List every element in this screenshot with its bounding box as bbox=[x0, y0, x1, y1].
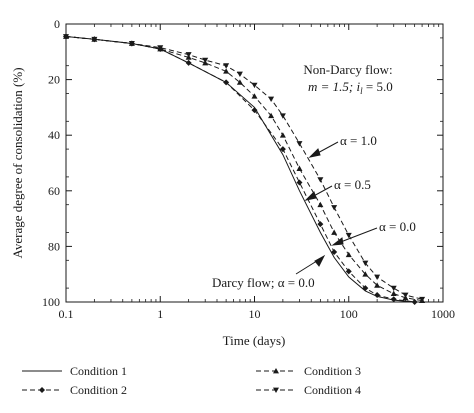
series-4-point bbox=[251, 82, 258, 89]
series-4-point bbox=[128, 41, 135, 47]
series-2-point bbox=[251, 107, 258, 114]
series-4-point bbox=[296, 141, 303, 147]
annotation-alpha-1: α = 1.0 bbox=[340, 133, 377, 148]
annotation-alpha-0: α = 0.0 bbox=[379, 219, 416, 234]
x-tick-label: 1000 bbox=[431, 307, 455, 321]
arrow-head-alpha-0 bbox=[331, 237, 344, 246]
series-2-point bbox=[345, 268, 352, 275]
series-4-point bbox=[223, 63, 230, 69]
series-3-point bbox=[268, 112, 275, 119]
series-4-point bbox=[402, 292, 409, 299]
x-tick-label: 10 bbox=[249, 307, 261, 321]
arrow-head-darcy bbox=[314, 254, 326, 267]
series-4-point bbox=[236, 71, 243, 78]
arrow-head-alpha-1 bbox=[308, 148, 321, 158]
series-4-point bbox=[202, 57, 209, 64]
series-4-point bbox=[185, 52, 192, 58]
x-axis-title: Time (days) bbox=[223, 333, 286, 348]
series-4-point bbox=[345, 232, 352, 239]
series-line-4 bbox=[65, 36, 423, 300]
series-4-point bbox=[63, 34, 69, 40]
x-tick-label: 1 bbox=[157, 307, 163, 321]
series-2-point bbox=[317, 221, 324, 228]
series-3-point bbox=[223, 68, 230, 74]
annotation-il-value: = 5.0 bbox=[363, 79, 393, 94]
series-3-point bbox=[345, 251, 352, 258]
annotation-subscript: l bbox=[360, 86, 363, 96]
series-4-point bbox=[331, 205, 338, 211]
y-axis-title: Average degree of consolidation (%) bbox=[10, 67, 25, 258]
annotation-parameters: m = 1.5; il = 5.0 bbox=[308, 79, 393, 96]
y-tick-label: 60 bbox=[48, 184, 60, 198]
y-tick-label: 40 bbox=[48, 128, 60, 142]
series-4-point bbox=[390, 285, 397, 292]
axis-ticks: 0.1 1 10 100 1000 0 20 40 60 80 100 bbox=[42, 17, 455, 321]
y-tick-label: 100 bbox=[42, 295, 60, 309]
y-tick-label: 80 bbox=[48, 239, 60, 253]
series-3-point bbox=[362, 271, 369, 277]
y-tick-label: 0 bbox=[54, 17, 60, 31]
series-2-point bbox=[411, 299, 418, 305]
series-4-point bbox=[419, 296, 426, 303]
legend-marker-2 bbox=[39, 387, 45, 393]
annotation-alpha-05: α = 0.5 bbox=[334, 177, 371, 192]
series-4-point bbox=[362, 260, 369, 267]
annotation-non-darcy-title: Non-Darcy flow: bbox=[303, 62, 392, 77]
series-2-point bbox=[331, 248, 338, 255]
series-4-point bbox=[157, 45, 164, 51]
legend-marker-3 bbox=[273, 368, 279, 374]
legend-label-2: Condition 2 bbox=[70, 383, 127, 397]
series-line-3 bbox=[65, 36, 423, 302]
y-tick-label: 20 bbox=[48, 73, 60, 87]
series-2-point bbox=[362, 285, 369, 292]
legend: Condition 1 Condition 2 Condition 3 Conditi… bbox=[22, 364, 361, 397]
x-tick-label: 0.1 bbox=[59, 307, 74, 321]
legend-label-1: Condition 1 bbox=[70, 364, 127, 378]
series-4-point bbox=[279, 113, 286, 119]
series-3-point bbox=[251, 93, 258, 99]
legend-marker-4 bbox=[273, 387, 279, 393]
annotation-m: m = 1.5; i bbox=[308, 79, 360, 94]
legend-label-4: Condition 4 bbox=[304, 383, 361, 397]
series-2-point bbox=[279, 146, 286, 153]
series-2-point bbox=[374, 292, 381, 299]
series-2-point bbox=[390, 296, 397, 303]
series-3-point bbox=[236, 79, 243, 85]
series-2-point bbox=[223, 79, 230, 86]
series-3-point bbox=[390, 290, 397, 297]
series-lines bbox=[63, 33, 426, 305]
series-3-point bbox=[374, 282, 381, 288]
series-4-point bbox=[317, 177, 324, 183]
series-3-point bbox=[296, 165, 303, 171]
series-4-point bbox=[91, 36, 98, 43]
series-2-point bbox=[185, 59, 192, 66]
series-3-point bbox=[279, 132, 286, 138]
series-2-point bbox=[296, 179, 303, 186]
series-3-point bbox=[317, 201, 324, 208]
series-3-point bbox=[331, 229, 338, 235]
legend-label-3: Condition 3 bbox=[304, 364, 361, 378]
series-4-point bbox=[268, 96, 275, 103]
series-4-point bbox=[374, 274, 381, 280]
arrow-alpha-0 bbox=[337, 227, 378, 244]
x-tick-label: 100 bbox=[340, 307, 358, 321]
annotation-arrows bbox=[295, 141, 378, 275]
arrow-head-alpha-05 bbox=[304, 191, 317, 201]
annotation-darcy: Darcy flow; α = 0.0 bbox=[212, 275, 315, 290]
